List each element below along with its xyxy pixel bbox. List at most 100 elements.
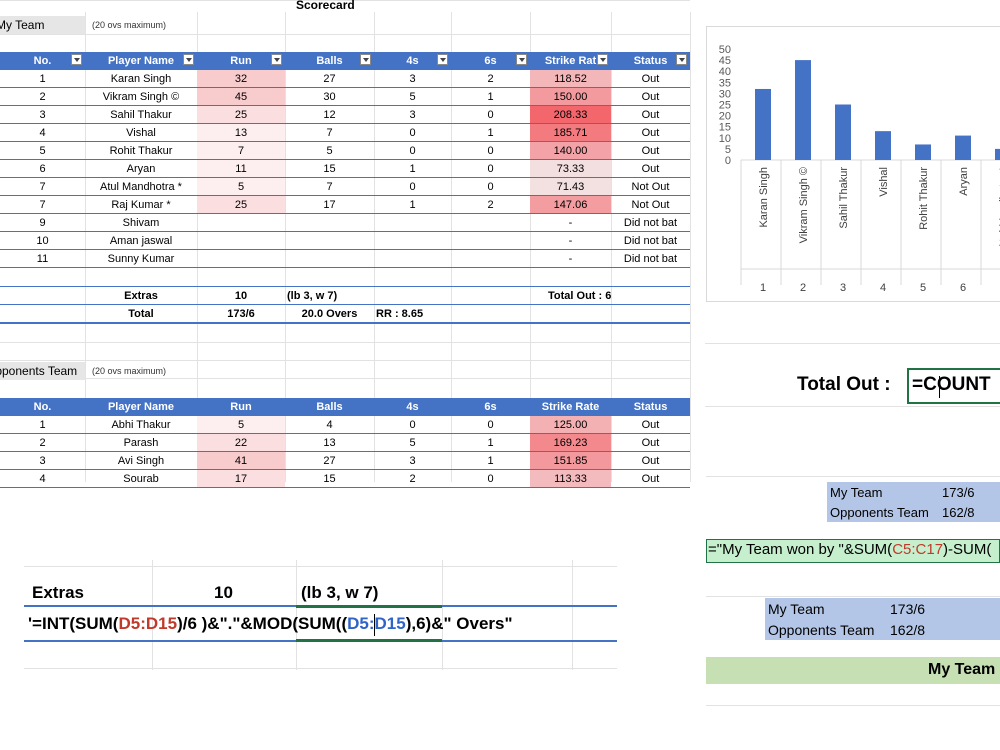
status-cell[interactable]: Out [611, 415, 690, 434]
run-cell[interactable]: 25 [197, 195, 285, 214]
header-fours[interactable]: 4s [374, 398, 451, 416]
summary2-row2-value[interactable]: 162/8 [890, 622, 926, 638]
bar[interactable] [915, 144, 931, 160]
sixes-cell[interactable]: 1 [451, 451, 530, 470]
balls-cell[interactable]: 15 [285, 469, 374, 488]
bar[interactable] [955, 135, 971, 160]
summary1-row1-value[interactable]: 173/6 [942, 485, 975, 500]
strike-rate-cell[interactable]: 73.33 [530, 159, 611, 178]
status-cell[interactable]: Not Out [611, 195, 690, 214]
balls-cell[interactable]: 7 [285, 177, 374, 196]
balls-cell[interactable] [285, 249, 374, 268]
sixes-cell[interactable] [451, 249, 530, 268]
filter-dropdown-icon[interactable] [676, 54, 687, 65]
balls-cell[interactable]: 13 [285, 433, 374, 452]
strike-rate-cell[interactable]: 150.00 [530, 87, 611, 106]
cell[interactable] [451, 286, 530, 305]
run-cell[interactable]: 32 [197, 69, 285, 88]
count-formula[interactable]: =COUNT [912, 374, 991, 395]
no-cell[interactable]: 2 [0, 433, 85, 452]
no-cell[interactable]: 3 [0, 451, 85, 470]
filter-dropdown-icon[interactable] [360, 54, 371, 65]
overs-formula[interactable]: '=INT(SUM(D5:D15)/6 )&"."&MOD(SUM((D5:D1… [28, 614, 513, 633]
player-name-cell[interactable]: Raj Kumar * [85, 195, 197, 214]
cell[interactable] [530, 304, 611, 324]
player-name-cell[interactable]: Abhi Thakur [85, 415, 197, 434]
player-name-cell[interactable]: Vikram Singh © [85, 87, 197, 106]
sixes-cell[interactable]: 1 [451, 433, 530, 452]
total-out-formula-label[interactable]: Total Out : [797, 374, 891, 395]
runs-bar-chart[interactable]: 50 45 40 35 30 25 20 15 10 5 0 Karan Singh 1 Vikram S… [706, 26, 1000, 302]
fours-cell[interactable] [374, 249, 451, 268]
header-status[interactable]: Status [611, 398, 690, 416]
won-formula[interactable]: ="My Team won by "&SUM(C5:C17)-SUM( [708, 541, 992, 558]
fours-cell[interactable]: 3 [374, 451, 451, 470]
run-cell[interactable]: 25 [197, 105, 285, 124]
filter-dropdown-icon[interactable] [183, 54, 194, 65]
summary2-row1-value[interactable]: 173/6 [890, 601, 926, 617]
filter-dropdown-icon[interactable] [71, 54, 82, 65]
total-label[interactable]: Total [85, 304, 197, 324]
run-cell[interactable]: 5 [197, 177, 285, 196]
no-cell[interactable]: 5 [0, 141, 85, 160]
header-status[interactable]: Status [611, 52, 690, 70]
balls-cell[interactable]: 15 [285, 159, 374, 178]
status-cell[interactable]: Out [611, 433, 690, 452]
player-name-cell[interactable]: Vishal [85, 123, 197, 142]
player-name-cell[interactable]: Sourab [85, 469, 197, 488]
status-cell[interactable]: Out [611, 123, 690, 142]
fours-cell[interactable] [374, 231, 451, 250]
strike-rate-cell[interactable]: - [530, 213, 611, 232]
won-formula-cell[interactable] [706, 539, 1000, 563]
status-cell[interactable]: Out [611, 69, 690, 88]
strike-rate-cell[interactable]: 151.85 [530, 451, 611, 470]
status-cell[interactable]: Out [611, 159, 690, 178]
run-cell[interactable]: 7 [197, 141, 285, 160]
bar[interactable] [875, 131, 891, 160]
strike-rate-cell[interactable]: 208.33 [530, 105, 611, 124]
summary2-row1-label[interactable]: My Team [768, 601, 825, 617]
player-name-cell[interactable]: Shivam [85, 213, 197, 232]
summary1-row2-label[interactable]: Opponents Team [830, 505, 929, 520]
player-name-cell[interactable]: Aman jaswal [85, 231, 197, 250]
filter-dropdown-icon[interactable] [516, 54, 527, 65]
status-cell[interactable]: Out [611, 141, 690, 160]
filter-dropdown-icon[interactable] [437, 54, 448, 65]
snippet-extras-label[interactable]: Extras [32, 583, 84, 602]
opp-team-label[interactable]: Opponents Team [0, 362, 85, 380]
player-name-cell[interactable]: Avi Singh [85, 451, 197, 470]
total-overs[interactable]: 20.0 Overs [285, 304, 374, 324]
sixes-cell[interactable]: 2 [451, 69, 530, 88]
sixes-cell[interactable]: 1 [451, 123, 530, 142]
no-cell[interactable]: 10 [0, 231, 85, 250]
run-cell[interactable] [197, 213, 285, 232]
sixes-cell[interactable]: 0 [451, 141, 530, 160]
balls-cell[interactable]: 4 [285, 415, 374, 434]
cell[interactable] [0, 304, 85, 324]
header-strike-rate[interactable]: Strike Rate [530, 398, 611, 416]
strike-rate-cell[interactable]: 113.33 [530, 469, 611, 488]
run-cell[interactable]: 13 [197, 123, 285, 142]
fours-cell[interactable] [374, 213, 451, 232]
header-strike-rate[interactable]: Strike Rat [530, 52, 611, 70]
summary2-row2-label[interactable]: Opponents Team [768, 622, 875, 638]
fours-cell[interactable]: 0 [374, 177, 451, 196]
header-run[interactable]: Run [197, 398, 285, 416]
bar[interactable] [795, 60, 811, 160]
cell[interactable] [374, 286, 451, 305]
extras-label[interactable]: Extras [85, 286, 197, 305]
fours-cell[interactable]: 2 [374, 469, 451, 488]
snippet-extras-detail[interactable]: (lb 3, w 7) [301, 583, 379, 602]
no-cell[interactable]: 4 [0, 469, 85, 488]
player-name-cell[interactable]: Atul Mandhotra * [85, 177, 197, 196]
status-cell[interactable]: Did not bat [611, 231, 690, 250]
bar[interactable] [995, 148, 1000, 160]
no-cell[interactable]: 7 [0, 177, 85, 196]
header-fours[interactable]: 4s [374, 52, 451, 70]
filter-dropdown-icon[interactable] [597, 54, 608, 65]
status-cell[interactable]: Out [611, 87, 690, 106]
my-team-label[interactable]: My Team [0, 16, 85, 34]
sixes-cell[interactable]: 0 [451, 159, 530, 178]
fours-cell[interactable]: 1 [374, 195, 451, 214]
strike-rate-cell[interactable]: 169.23 [530, 433, 611, 452]
